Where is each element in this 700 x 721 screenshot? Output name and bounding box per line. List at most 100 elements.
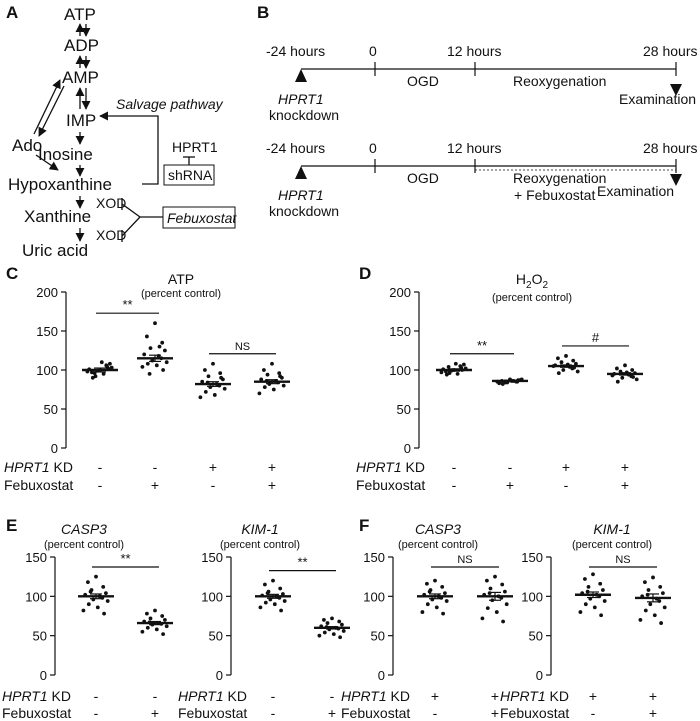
data-point: [443, 591, 447, 596]
metabolite-ado: Ado: [12, 136, 42, 155]
y-tick-label: 0: [378, 668, 385, 683]
group-1: --: [436, 361, 472, 493]
data-point: [140, 629, 145, 634]
y-tick-label: 100: [521, 589, 543, 604]
y-tick-label: 150: [363, 550, 385, 565]
y-tick-label: 200: [389, 285, 411, 300]
data-point: [86, 580, 90, 585]
y-tick-label: 100: [201, 589, 223, 604]
data-point: [561, 368, 566, 372]
timeline-1-time-12h: 12 hours: [447, 43, 501, 59]
data-point: [338, 635, 342, 640]
salvage-pathway-label: Salvage pathway: [116, 96, 224, 112]
metabolite-adp: ADP: [64, 36, 99, 55]
kd-mark: +: [621, 459, 629, 475]
timeline-2-ogd-label: OGD: [407, 170, 439, 186]
data-point: [222, 386, 227, 391]
febuxostat-mark: -: [591, 705, 596, 721]
data-point: [277, 371, 282, 376]
data-point: [95, 605, 100, 610]
data-point: [259, 377, 264, 382]
chart-e1-subtitle: (percent control): [44, 539, 124, 551]
data-point: [631, 375, 635, 379]
row-label-febuxostat-c: Febuxostat: [4, 477, 73, 493]
data-point: [500, 582, 505, 587]
panel-label-e: E: [6, 516, 17, 535]
row-label-febuxostat-e2: Febuxostat: [178, 705, 247, 721]
row-label-febuxostat-f1: Febuxostat: [341, 705, 410, 721]
row-label-kd-e1: HPRT1 KD: [2, 688, 71, 704]
data-point: [556, 356, 560, 361]
panel-b: B -24 hours 0 12 hours 28 hours OGD Reox…: [257, 3, 697, 219]
panel-label-d: D: [359, 264, 371, 283]
timeline-1-knockdown-word: knockdown: [269, 107, 339, 123]
data-point: [317, 633, 322, 638]
data-point: [661, 591, 665, 596]
group-1: --: [82, 360, 118, 493]
group-1: +-: [575, 572, 611, 721]
febuxostat-mark: +: [328, 705, 336, 721]
row-label-febuxostat-f2: Febuxostat: [500, 705, 569, 721]
data-point: [485, 606, 490, 611]
timeline-2-time-zero: 0: [369, 140, 377, 156]
group-3: +-: [195, 361, 231, 493]
febuxostat-inhibition-line-1: [121, 203, 163, 218]
y-tick-label: 50: [33, 629, 47, 644]
arrow-ado-to-inosine: [35, 154, 59, 171]
data-point: [330, 616, 334, 621]
chart-c-title: ATP: [168, 271, 194, 287]
chart-e2-gene: KIM-1: [241, 521, 278, 537]
panel-label-f: F: [359, 516, 369, 535]
data-point: [652, 613, 657, 618]
data-point: [142, 352, 147, 357]
data-point: [271, 578, 275, 583]
data-point: [331, 632, 336, 636]
data-point: [145, 625, 150, 630]
data-point: [161, 368, 166, 372]
data-point: [161, 632, 166, 636]
data-point: [203, 368, 207, 372]
data-point: [493, 574, 497, 579]
data-point: [575, 369, 580, 374]
data-point: [446, 364, 451, 369]
group-1: --: [78, 574, 114, 721]
data-point: [598, 581, 603, 586]
y-tick-label: 100: [389, 363, 411, 378]
data-point: [433, 578, 437, 583]
febuxostat-mark: -: [211, 477, 216, 493]
metabolite-inosine: Inosine: [38, 145, 93, 164]
row-label-febuxostat-e1: Febuxostat: [2, 705, 71, 721]
febuxostat-mark: +: [621, 477, 629, 493]
febuxostat-mark: -: [452, 477, 457, 493]
y-tick-label: 0: [536, 668, 543, 683]
data-point: [145, 611, 149, 616]
group-2: ++: [635, 575, 671, 721]
metabolite-imp: IMP: [66, 111, 96, 130]
data-point: [94, 574, 98, 579]
data-point: [591, 572, 595, 577]
kd-mark: +: [562, 459, 570, 475]
row-labels: HPRT1 KD Febuxostat HPRT1 KD Febuxostat …: [2, 459, 569, 721]
data-point: [153, 608, 157, 613]
y-tick-label: 50: [44, 402, 58, 417]
data-point: [651, 575, 655, 580]
row-label-kd-f1: HPRT1 KD: [341, 688, 410, 704]
chart-f1-subtitle: (percent control): [398, 539, 478, 551]
panel-a: A ATP ADP AMP Ado IMP Salvage pathway HP…: [6, 3, 237, 260]
group-2: -+: [137, 321, 173, 493]
data-point: [145, 361, 150, 366]
timeline-2: -24 hours 0 12 hours 28 hours OGD Reoxyg…: [266, 140, 697, 219]
kd-mark: +: [268, 459, 276, 475]
data-point: [281, 592, 285, 596]
chart-e1-gene: CASP3: [61, 521, 107, 537]
xod-label-2: XOD: [96, 227, 126, 243]
significance-label: NS: [615, 554, 630, 566]
data-point: [160, 340, 165, 345]
y-tick-label: 0: [216, 668, 223, 683]
significance-label: **: [477, 338, 487, 353]
data-point: [659, 621, 663, 625]
timeline-1-reoxygenation-label: Reoxygenation: [513, 73, 606, 89]
